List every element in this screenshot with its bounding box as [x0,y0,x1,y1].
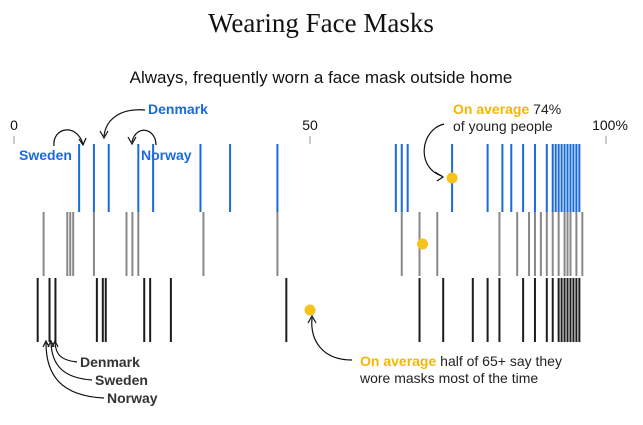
chart-subtitle: Always, frequently worn a face mask outs… [130,68,513,87]
arrows-bottom [42,339,105,399]
arrow-sweden-bottom [50,342,93,381]
label-sweden-bottom: Sweden [95,372,148,388]
arrow-denmark-top [103,109,146,137]
average-marker-row2 [416,238,428,250]
arrowhead-sweden-top [78,137,87,147]
chart-title: Wearing Face Masks [208,8,434,38]
annotation-old-rest: half of 65+ say they [436,353,562,369]
label-norway-bottom: Norway [107,390,158,406]
arrow-old-average [311,317,353,361]
x-tick-label-100: 100% [592,117,628,133]
average-markers [304,172,458,316]
label-denmark-bottom: Denmark [80,354,140,370]
annotation-young-rest: 74% [529,101,561,117]
arrow-norway-bottom [45,342,105,399]
annotation-old-highlight: On average [360,353,436,369]
strip-marks [36,144,584,342]
arrows-top [53,109,445,361]
annotation-young-highlight: On average [453,101,529,117]
label-norway-top: Norway [141,147,192,163]
arrow-sweden-top [53,129,84,147]
arrow-norway-top [131,129,157,146]
annotation-young-line2: of young people [453,118,553,134]
arrowheads-bottom [42,339,59,348]
label-denmark-top: Denmark [148,101,208,117]
label-sweden-top: Sweden [19,147,72,163]
arrow-denmark-bottom [54,342,78,363]
annotation-old-line1: On average half of 65+ say they [360,353,562,369]
x-tick-label-0: 0 [10,117,18,133]
annotation-old-line2: wore masks most of the time [359,370,538,386]
average-marker-row1 [446,172,458,184]
arrowhead-old-average [307,314,317,324]
arrowhead-norway-top [127,136,137,146]
average-marker-row3 [304,304,316,316]
annotation-young-line1: On average 74% [453,101,561,117]
arrowhead-young-average [434,171,445,182]
arrowhead-denmark-top [99,130,109,140]
arrow-young-average [423,123,445,177]
x-tick-label-50: 50 [302,117,318,133]
